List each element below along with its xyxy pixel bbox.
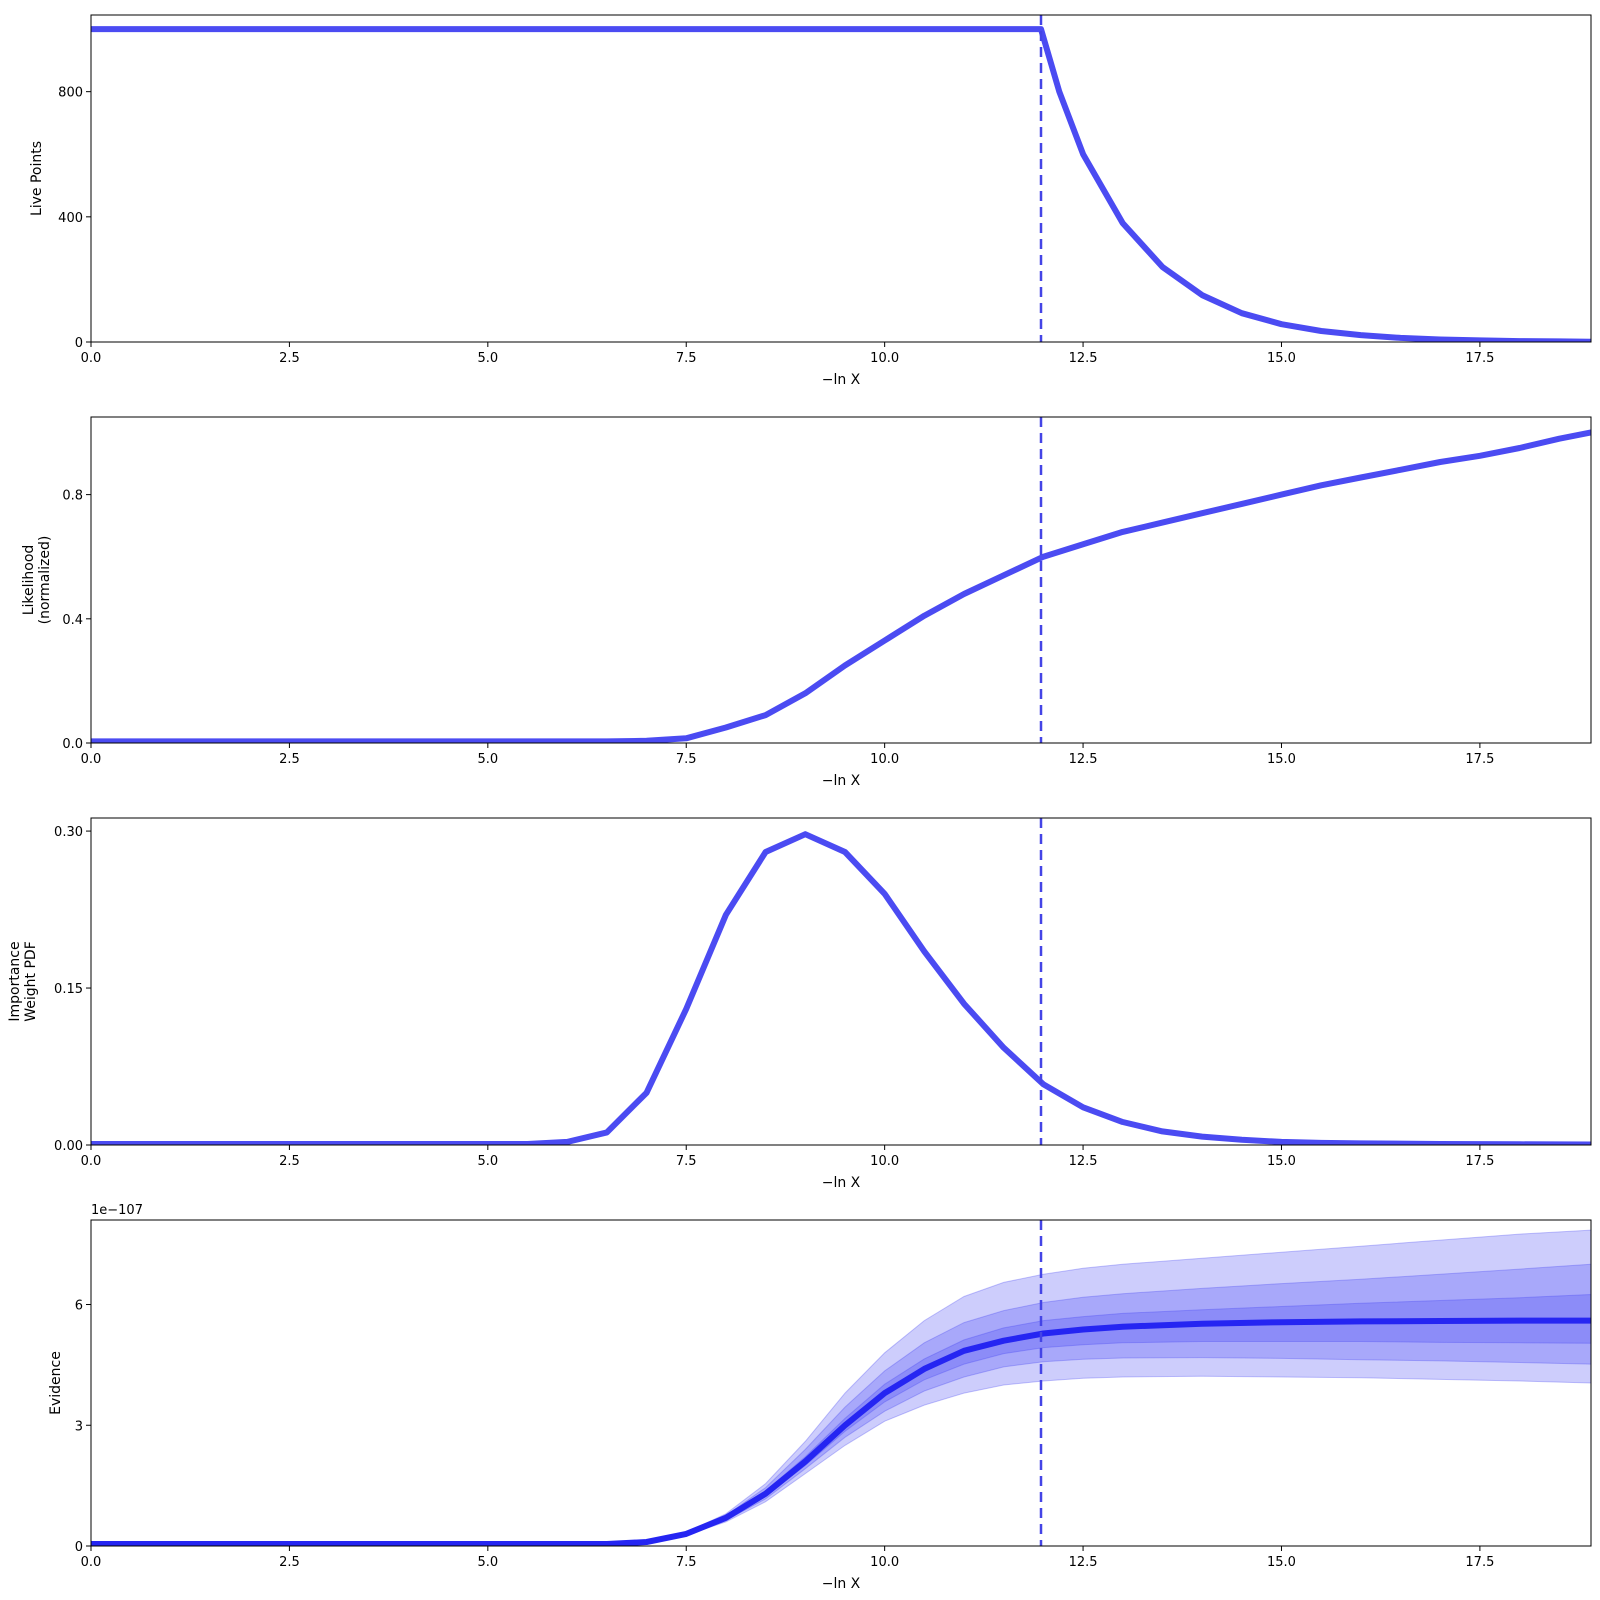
x-tick-label: 0.0	[81, 752, 102, 767]
y-tick-label: 800	[58, 86, 83, 101]
axes-frame	[90, 817, 1592, 1146]
x-tick-label: 15.0	[1267, 1154, 1296, 1169]
band-2sigma	[91, 1263, 1591, 1545]
x-tick-label: 2.5	[279, 351, 300, 366]
y-axis-label: Evidence	[48, 1351, 64, 1415]
plot-area	[91, 1220, 1591, 1546]
x-tick-label: 0.0	[81, 351, 102, 366]
x-axis-label: −ln X	[822, 372, 861, 388]
x-tick-label: 12.5	[1069, 752, 1098, 767]
x-tick-label: 10.0	[870, 1555, 899, 1570]
x-tick-label: 2.5	[279, 1154, 300, 1169]
y-axis-label: (normalized)	[37, 536, 53, 625]
y-tick-label: 0.15	[54, 982, 83, 997]
x-tick-label: 7.5	[676, 351, 697, 366]
x-tick-label: 10.0	[870, 351, 899, 366]
y-axis-label: Importance	[7, 941, 23, 1021]
y-tick-label: 6	[75, 1299, 83, 1314]
x-axis-label: −ln X	[822, 1175, 861, 1191]
y-axis-label: Likelihood	[21, 545, 37, 616]
x-tick-label: 7.5	[676, 752, 697, 767]
plot-area	[91, 15, 1591, 342]
x-tick-label: 5.0	[477, 351, 498, 366]
x-tick-label: 10.0	[870, 752, 899, 767]
plot-area	[91, 417, 1591, 743]
series-line	[91, 429, 1591, 743]
x-tick-label: 2.5	[279, 1555, 300, 1570]
y-offset-label: 1e−107	[91, 1203, 143, 1218]
y-axis-label: Weight PDF	[23, 941, 39, 1022]
series-line	[91, 831, 1591, 1145]
band-3sigma	[91, 1229, 1591, 1545]
median-line	[91, 1317, 1591, 1546]
x-axis-label: −ln X	[822, 773, 861, 789]
x-tick-label: 0.0	[81, 1154, 102, 1169]
x-tick-label: 17.5	[1465, 1555, 1494, 1570]
x-tick-label: 5.0	[477, 752, 498, 767]
y-tick-label: 0.4	[62, 613, 83, 628]
y-tick-label: 400	[58, 211, 83, 226]
y-tick-label: 0	[75, 336, 83, 351]
plot-area	[91, 818, 1591, 1145]
x-tick-label: 10.0	[870, 1154, 899, 1169]
y-tick-label: 0.30	[54, 825, 83, 840]
x-tick-label: 7.5	[676, 1154, 697, 1169]
axes-frame	[90, 1219, 1592, 1547]
y-tick-label: 0.00	[54, 1139, 83, 1154]
panel-1: 0.0 2.5 5.0 7.5 10.0 12.5 15.0 17.5 0 400 800 −ln X…	[29, 14, 1592, 388]
x-tick-label: 15.0	[1267, 351, 1296, 366]
x-tick-label: 7.5	[676, 1555, 697, 1570]
x-tick-label: 17.5	[1465, 1154, 1494, 1169]
x-tick-label: 12.5	[1069, 351, 1098, 366]
x-axis-label: −ln X	[822, 1576, 861, 1592]
x-tick-label: 15.0	[1267, 1555, 1296, 1570]
panel-4: 0.0 2.5 5.0 7.5 10.0 12.5 15.0 17.5 0 3 6 −ln X Evid…	[48, 1203, 1592, 1592]
y-tick-label: 0	[75, 1540, 83, 1555]
panel-2: 0.0 2.5 5.0 7.5 10.0 12.5 15.0 17.5 0.0 0.4 0.8 −ln…	[21, 416, 1592, 789]
x-tick-label: 15.0	[1267, 752, 1296, 767]
y-tick-label: 3	[75, 1419, 83, 1434]
axes-frame	[90, 416, 1592, 744]
x-tick-label: 17.5	[1465, 351, 1494, 366]
x-tick-label: 5.0	[477, 1555, 498, 1570]
x-tick-label: 5.0	[477, 1154, 498, 1169]
y-axis-label: Live Points	[29, 141, 45, 216]
x-tick-label: 0.0	[81, 1555, 102, 1570]
panel-3: 0.0 2.5 5.0 7.5 10.0 12.5 15.0 17.5 0.00 0.15 0.30…	[7, 817, 1592, 1191]
y-tick-label: 0.8	[62, 489, 83, 504]
x-tick-label: 2.5	[279, 752, 300, 767]
x-tick-label: 17.5	[1465, 752, 1494, 767]
y-tick-label: 0.0	[62, 737, 83, 752]
series-line	[91, 26, 1591, 342]
axes-frame	[90, 14, 1592, 343]
x-tick-label: 12.5	[1069, 1154, 1098, 1169]
x-tick-label: 12.5	[1069, 1555, 1098, 1570]
